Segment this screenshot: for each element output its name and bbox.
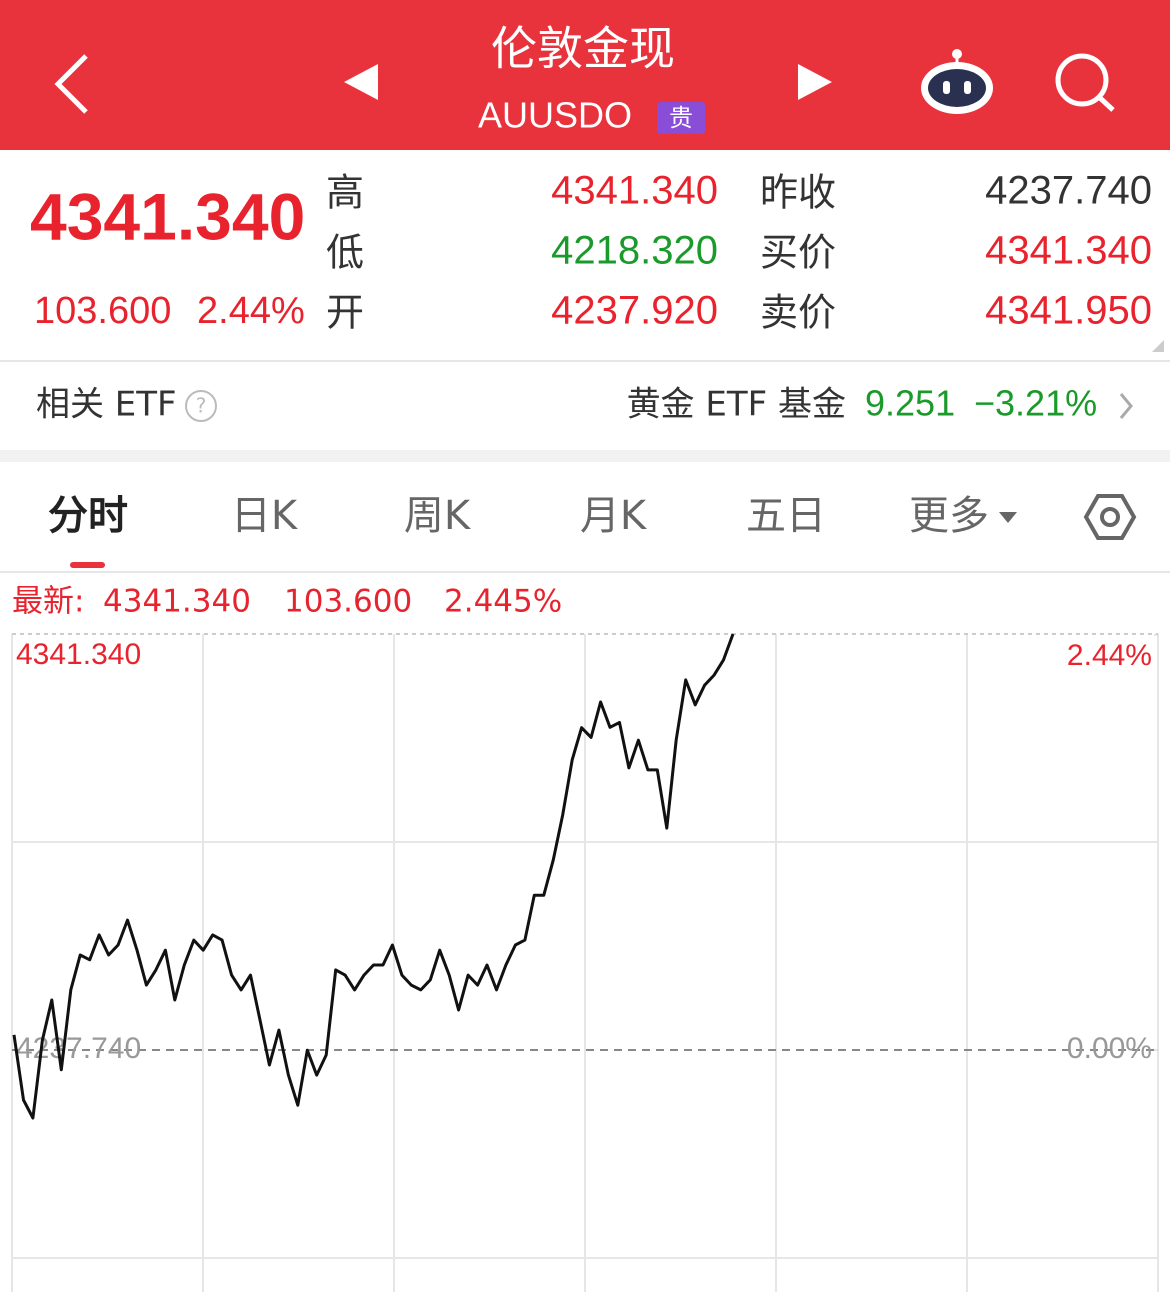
tab[interactable]: 更多	[909, 493, 989, 539]
tab[interactable]: 日K	[231, 493, 299, 539]
help-icon[interactable]	[185, 390, 217, 422]
field-value: 4218.320	[551, 229, 718, 273]
tab-indicator	[70, 562, 105, 568]
field-value: 4341.340	[551, 169, 718, 213]
y-tick-label: 4341.340	[16, 638, 141, 671]
y2-tick-label: 0.00%	[1067, 1032, 1152, 1065]
tab[interactable]: 月K	[580, 493, 648, 539]
tab-active[interactable]: 分时	[48, 493, 128, 539]
field-value: 4237.740	[985, 169, 1152, 213]
field-label: 高	[326, 171, 364, 215]
field-label: 卖价	[760, 291, 836, 335]
price: 4341.340	[30, 179, 305, 253]
info-price: 4341.340	[103, 584, 251, 620]
header-code: AUUSDO	[478, 95, 632, 136]
info-change-pct: 2.445%	[444, 584, 562, 620]
badge-text: 贵	[669, 104, 693, 132]
tab[interactable]: 周K	[404, 493, 472, 539]
y2-tick-label: 2.44%	[1067, 639, 1152, 672]
etf-price: 9.251	[865, 383, 955, 424]
prev-button[interactable]	[344, 64, 378, 100]
info-change: 103.600	[284, 584, 412, 620]
info-label: 最新:	[12, 584, 84, 620]
etf-label: 相关 ETF	[36, 385, 177, 425]
field-value: 4341.950	[985, 289, 1152, 333]
badge	[657, 102, 705, 134]
settings-icon[interactable]	[1083, 494, 1137, 540]
intraday-chart: 4341.340 4237.740 2.44% 0.00%	[11, 633, 1159, 1292]
assistant-icon[interactable]	[921, 49, 993, 114]
tab[interactable]: 五日	[746, 493, 826, 539]
field-label: 买价	[760, 231, 836, 275]
y-tick-label: 4237.740	[16, 1032, 141, 1065]
section-gap	[0, 450, 1170, 462]
field-label: 昨收	[760, 171, 836, 215]
field-label: 低	[326, 231, 364, 275]
field-value: 4341.340	[985, 229, 1152, 273]
header-title: 伦敦金现	[491, 22, 675, 76]
chevron[interactable]	[1119, 393, 1133, 419]
change: 103.600	[34, 290, 171, 332]
back-button[interactable]	[54, 54, 88, 114]
field-label: 开	[326, 291, 364, 335]
change-pct: 2.44%	[197, 290, 305, 332]
price-line	[12, 633, 735, 1120]
search-icon[interactable]	[1055, 53, 1115, 112]
help-mark: ?	[196, 394, 207, 418]
next-button[interactable]	[798, 64, 832, 100]
dropdown-arrow	[999, 512, 1017, 523]
etf-change: −3.21%	[974, 383, 1097, 424]
corner-mark	[1152, 340, 1164, 352]
etf-name[interactable]: 黄金 ETF 基金	[627, 385, 846, 425]
field-value: 4237.920	[551, 289, 718, 333]
